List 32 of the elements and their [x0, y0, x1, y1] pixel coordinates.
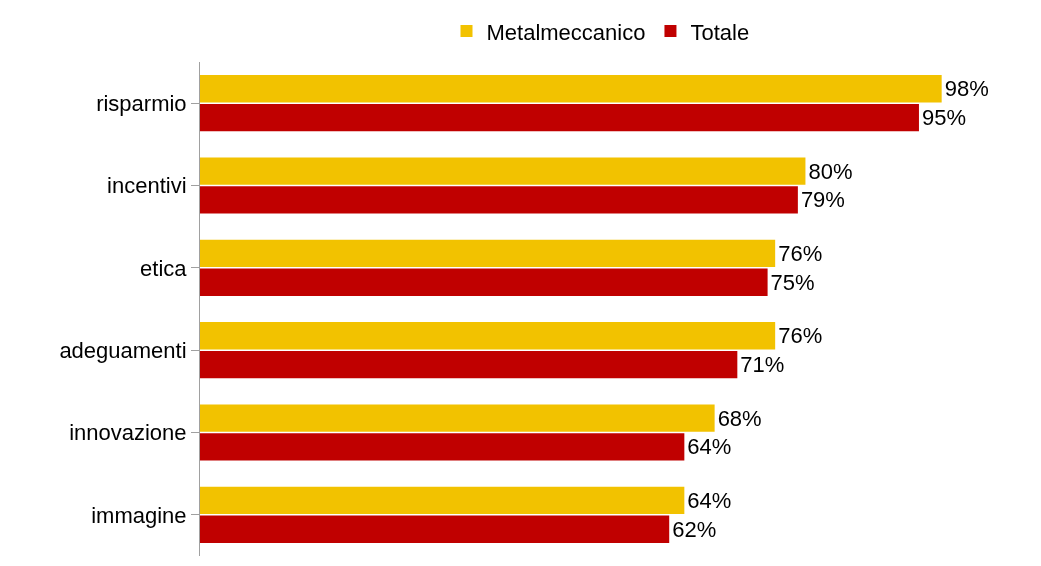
- data-label: 75%: [770, 269, 815, 295]
- data-label: 62%: [672, 516, 717, 542]
- legend-label: Metalmeccanico: [486, 19, 646, 45]
- bar: [200, 239, 776, 268]
- bar: [200, 157, 806, 185]
- data-label: 80%: [808, 158, 853, 184]
- y-tick-label: incentivi: [107, 173, 187, 199]
- bar: [200, 433, 685, 461]
- bar: [200, 486, 685, 515]
- data-label: 64%: [687, 487, 732, 513]
- bar: [200, 350, 738, 379]
- data-label: 71%: [740, 352, 785, 378]
- data-label: 79%: [800, 187, 845, 213]
- y-tick-label: risparmio: [96, 90, 187, 116]
- y-tick-label: immagine: [91, 502, 187, 528]
- bar: [200, 75, 942, 103]
- legend-label: Totale: [690, 19, 750, 45]
- bar: [200, 322, 776, 350]
- bar: [200, 186, 798, 214]
- bar: [200, 103, 919, 132]
- data-label: 95%: [921, 105, 967, 131]
- bar: [200, 404, 715, 432]
- data-label: 64%: [687, 434, 732, 460]
- y-tick-label: adeguamenti: [59, 337, 187, 363]
- data-label: 76%: [778, 240, 823, 266]
- data-label: 76%: [778, 323, 823, 349]
- data-label: 68%: [717, 405, 762, 431]
- bar: [200, 515, 670, 543]
- data-label: 98%: [944, 76, 989, 102]
- y-tick-label: etica: [140, 255, 188, 281]
- bar: [200, 268, 768, 296]
- y-tick-label: innovazione: [69, 420, 187, 446]
